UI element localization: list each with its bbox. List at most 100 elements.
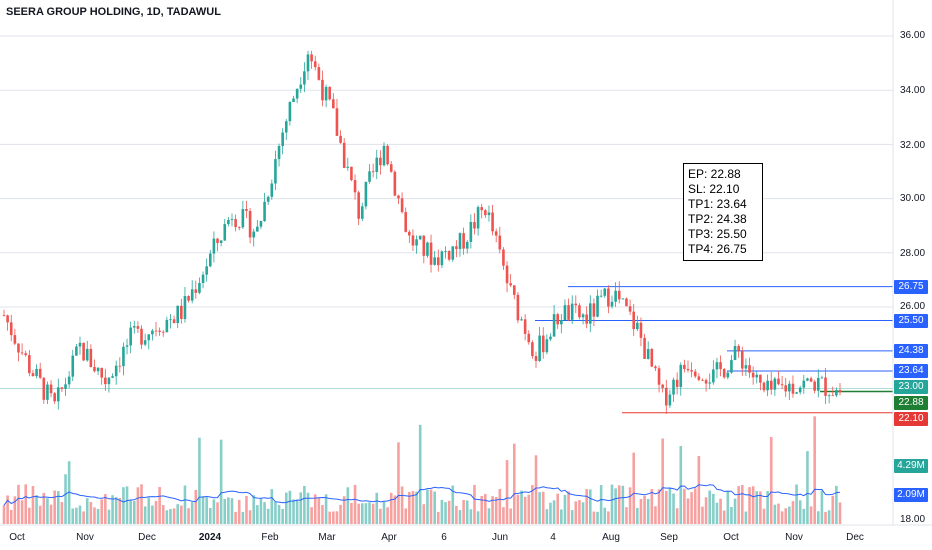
- candle-body: [448, 251, 451, 260]
- candle-body: [748, 365, 751, 372]
- volume-bar: [318, 497, 321, 524]
- volume-bar: [122, 487, 125, 524]
- volume-bar: [180, 506, 183, 524]
- candle-body: [383, 146, 386, 165]
- volume-bar: [803, 509, 806, 524]
- volume-bar: [108, 510, 111, 524]
- candle-body: [404, 212, 407, 232]
- volume-bar: [759, 491, 762, 524]
- candle-body: [788, 384, 791, 392]
- volume-bar: [741, 485, 744, 524]
- candle-body: [466, 242, 469, 249]
- volume-bar: [39, 506, 42, 524]
- volume-bar: [97, 509, 100, 524]
- candle-body: [665, 388, 668, 406]
- volume-bar: [408, 492, 411, 524]
- candle-body: [480, 207, 483, 210]
- candle-body: [267, 197, 270, 202]
- candle-body: [64, 384, 67, 389]
- volume-bar: [824, 512, 827, 524]
- volume-bar: [191, 502, 194, 524]
- volume-bar: [748, 487, 751, 524]
- x-tick-label: 4: [550, 532, 556, 543]
- volume-bar: [575, 501, 578, 524]
- candle-body: [513, 285, 516, 295]
- candle-body: [184, 296, 187, 319]
- candle-body: [658, 368, 661, 384]
- y-tick-label: 28.00: [900, 248, 925, 259]
- candle-body: [770, 381, 773, 390]
- candle-body: [527, 334, 530, 342]
- trade-levels: [0, 287, 893, 413]
- candle-body: [278, 146, 281, 159]
- candle-body: [683, 365, 686, 369]
- volume-bar: [249, 510, 252, 524]
- y-tick-label: 30.00: [900, 193, 925, 204]
- candle-body: [303, 71, 306, 84]
- volume-bar: [296, 500, 299, 524]
- volume-bar: [719, 499, 722, 524]
- x-tick-label: Nov: [76, 532, 94, 543]
- candle-body: [147, 334, 150, 340]
- candle-body: [455, 246, 458, 249]
- candle-body: [144, 340, 147, 344]
- volume-bar: [817, 511, 820, 524]
- candle-body: [484, 210, 487, 215]
- volume-bar: [813, 416, 816, 524]
- candle-body: [318, 67, 321, 80]
- volume-bar: [202, 496, 205, 524]
- candle-body: [223, 224, 226, 240]
- volume-bar: [267, 509, 270, 524]
- chart-title: SEERA GROUP HOLDING, 1D, TADAWUL: [6, 6, 221, 18]
- candle-body: [321, 80, 324, 100]
- candle-body: [155, 331, 158, 332]
- volume-bar: [614, 488, 617, 524]
- tp3-badge: 25.50: [894, 314, 928, 328]
- candle-body: [299, 85, 302, 89]
- candle-body: [137, 326, 140, 329]
- volume-bar: [770, 437, 773, 524]
- volume-bar: [115, 497, 118, 524]
- entry-badge: 22.88: [894, 396, 928, 410]
- volume-bar: [119, 498, 122, 524]
- volume-bar: [708, 491, 711, 524]
- candle-body: [423, 236, 426, 256]
- candle-body: [538, 336, 541, 361]
- volume-bar: [303, 486, 306, 524]
- volume-bar: [166, 510, 169, 524]
- candle-body: [263, 202, 266, 221]
- candle-body: [690, 370, 693, 371]
- candle-body: [419, 236, 422, 240]
- volume-bar: [477, 511, 480, 524]
- volume-bar: [213, 499, 216, 524]
- volume-bar: [173, 508, 176, 524]
- volume-bar: [665, 491, 668, 524]
- candle-body: [810, 378, 813, 381]
- volume-bar: [567, 491, 570, 524]
- candle-body: [339, 136, 342, 143]
- candle-body: [437, 257, 440, 265]
- candle-body: [372, 171, 375, 172]
- volume-bar: [79, 506, 82, 524]
- volume-bar: [10, 510, 13, 524]
- volume-bar: [578, 500, 581, 524]
- tp1-line: TP1: 23.64: [688, 197, 758, 212]
- volume-bar: [484, 494, 487, 524]
- volume-bar: [162, 505, 165, 524]
- candle-body: [451, 246, 454, 259]
- volume-bar: [310, 507, 313, 524]
- candle-body: [737, 346, 740, 351]
- volume-bars: [3, 416, 842, 524]
- candle-body: [354, 180, 357, 192]
- candle-body: [361, 206, 364, 218]
- volume-bar: [632, 453, 635, 524]
- volume-bar: [140, 484, 143, 524]
- volume-bar: [527, 495, 530, 524]
- x-tick-label: Feb: [261, 532, 278, 543]
- candle-body: [343, 143, 346, 168]
- volume-bar: [538, 492, 541, 524]
- candle-body: [578, 305, 581, 317]
- volume-bar: [209, 508, 212, 524]
- volume-bar: [661, 438, 664, 524]
